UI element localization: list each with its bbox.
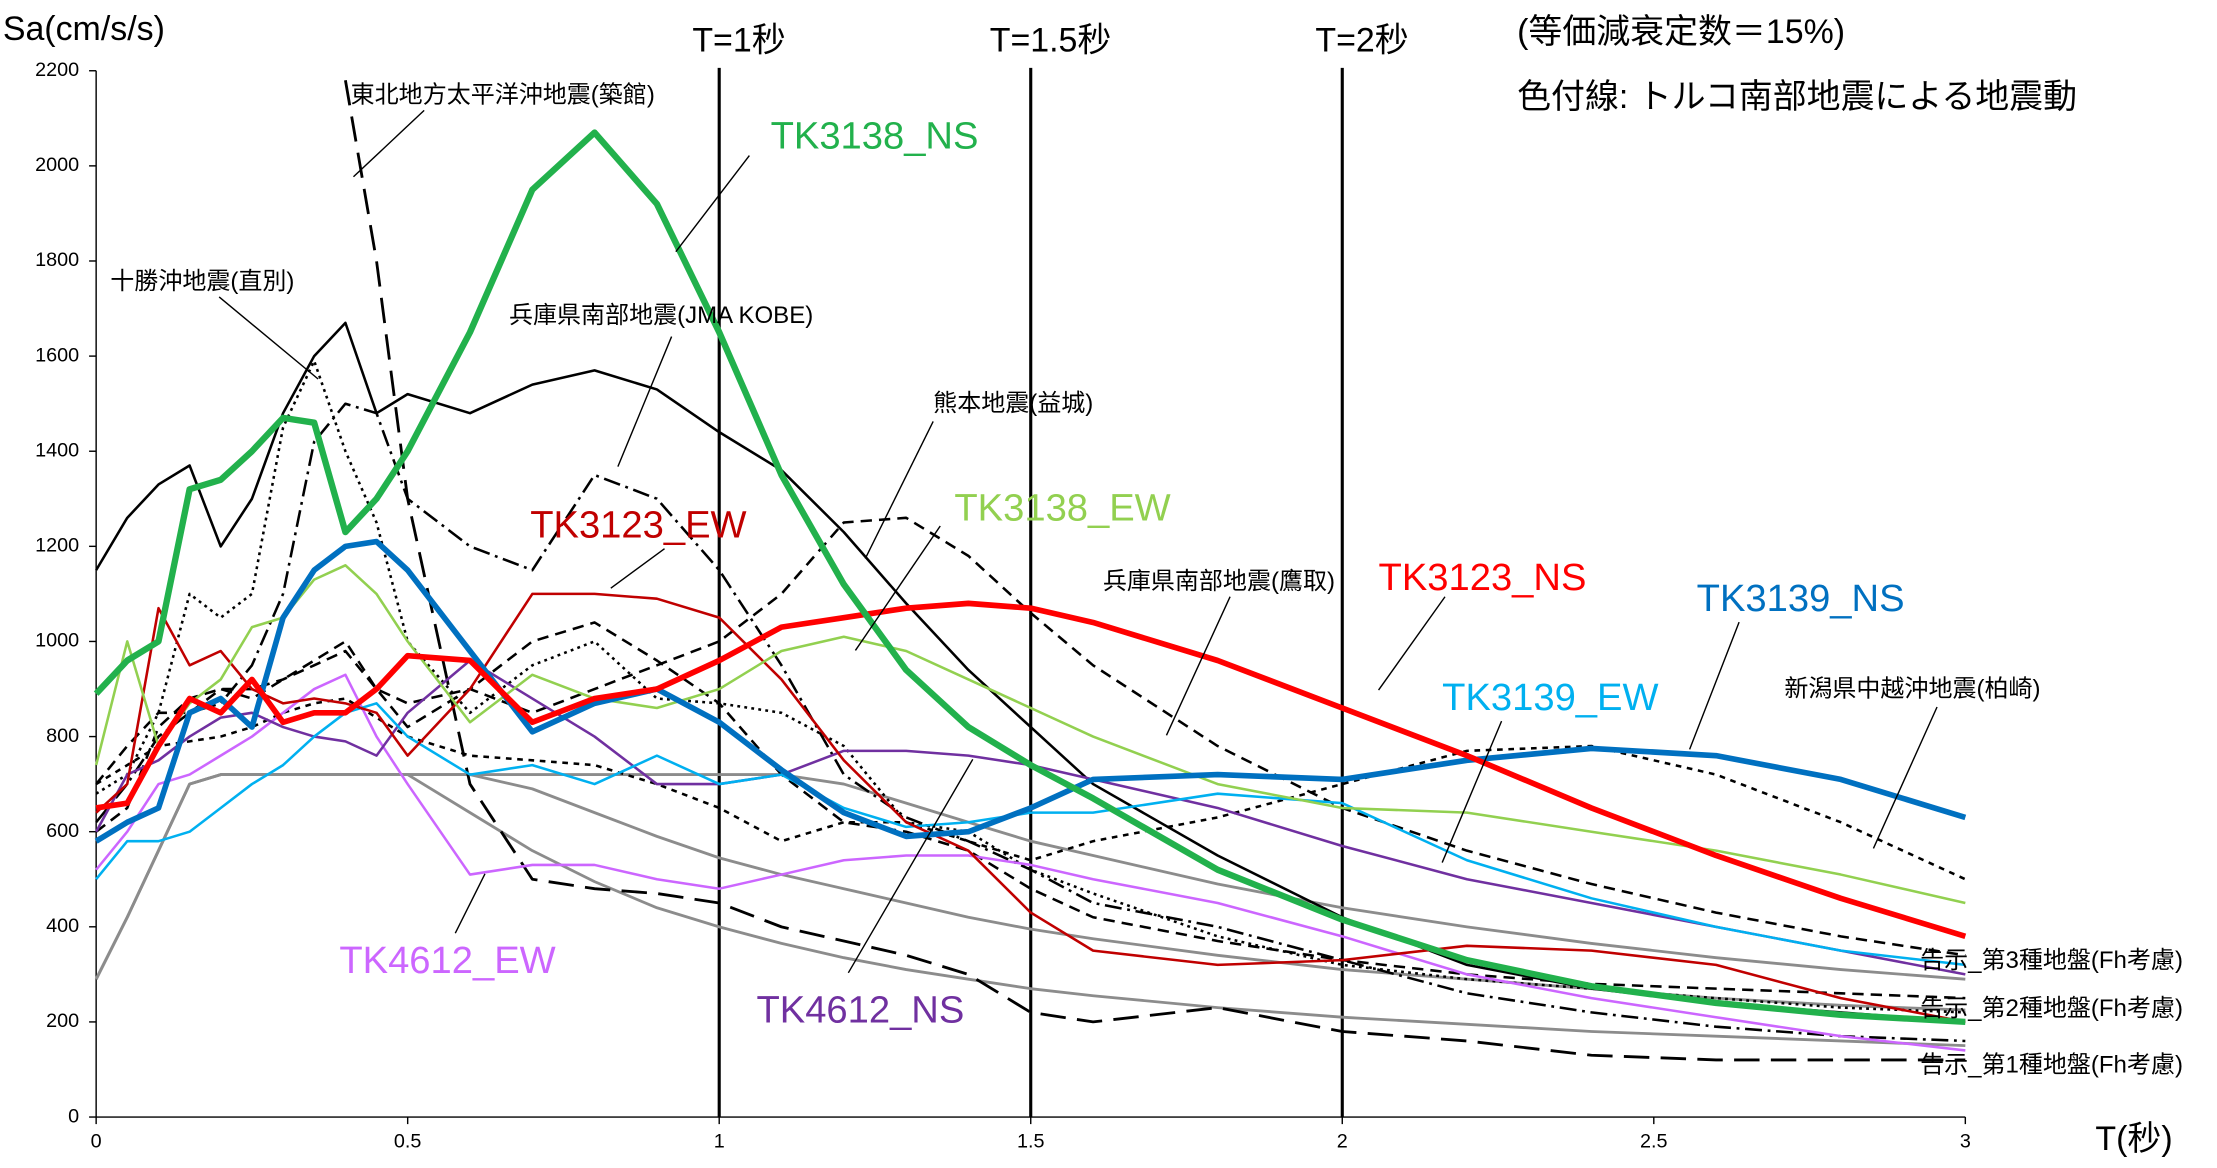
- series-label: TK4612_NS: [756, 988, 964, 1031]
- leader-line: [854, 525, 941, 651]
- y-tick-label: 200: [46, 1010, 79, 1032]
- x-tick-label: 2: [1337, 1131, 1348, 1153]
- leader-line: [1872, 706, 1938, 849]
- series-label: TK3139_EW: [1442, 676, 1658, 719]
- series-line: [95, 600, 1967, 940]
- series-label: TK3138_NS: [771, 115, 979, 158]
- period-label: T=2秒: [1315, 21, 1408, 59]
- leader-line: [352, 109, 425, 178]
- series-label: 告示_第3種地盤(Fh考慮): [1920, 947, 2183, 974]
- series-line: [95, 592, 1966, 1024]
- leader-line: [454, 873, 486, 934]
- series-label: TK3123_NS: [1379, 556, 1587, 599]
- series-label: TK3138_EW: [954, 487, 1170, 530]
- x-tick-label: 0: [91, 1131, 102, 1153]
- series-line: [94, 773, 1966, 1048]
- y-tick-label: 800: [46, 725, 79, 747]
- y-tick-label: 2200: [35, 59, 79, 81]
- x-axis-title: T(秒): [2095, 1120, 2172, 1158]
- period-label: T=1秒: [692, 21, 785, 59]
- y-tick-label: 1400: [35, 439, 79, 461]
- leader-line: [610, 548, 665, 589]
- series-line: [93, 129, 1966, 1026]
- series-line: [94, 564, 1966, 905]
- series-line: [95, 673, 1966, 1052]
- series-label: 新潟県中越沖地震(柏崎): [1784, 675, 2040, 702]
- y-tick-label: 1000: [35, 630, 79, 652]
- leader-line: [1441, 720, 1503, 863]
- series-label: TK4612_EW: [339, 939, 555, 982]
- y-tick-label: 0: [68, 1105, 79, 1127]
- y-tick-label: 600: [46, 820, 79, 842]
- x-tick-label: 1: [714, 1131, 725, 1153]
- x-tick-label: 3: [1960, 1131, 1971, 1153]
- series-line: [95, 702, 1966, 967]
- leader-line: [1688, 621, 1740, 750]
- x-tick-label: 0.5: [394, 1131, 422, 1153]
- y-tick-label: 400: [46, 915, 79, 937]
- note: 色付線: トルコ南部地震による地震動: [1517, 78, 2077, 116]
- period-label: T=1.5秒: [990, 21, 1112, 59]
- series-line: [344, 79, 1966, 1062]
- series-label: TK3123_EW: [530, 504, 746, 547]
- note: (等価減衰定数＝15%): [1517, 13, 1845, 51]
- y-axis-title: Sa(cm/s/s): [3, 10, 165, 48]
- leader-line: [1165, 596, 1231, 736]
- y-tick-label: 1600: [35, 344, 79, 366]
- y-tick-label: 2000: [35, 154, 79, 176]
- leader-line: [675, 155, 750, 253]
- leader-line: [1377, 596, 1446, 691]
- leader-line: [847, 758, 974, 974]
- x-tick-label: 2.5: [1640, 1131, 1668, 1153]
- y-tick-label: 1800: [35, 249, 79, 271]
- y-tick-label: 1200: [35, 535, 79, 557]
- series-label: 告示_第1種地盤(Fh考慮): [1920, 1051, 2183, 1078]
- leader-line: [864, 421, 934, 559]
- series-label: 東北地方太平洋沖地震(築館): [351, 82, 655, 109]
- series-label: 告示_第2種地盤(Fh考慮): [1920, 995, 2183, 1022]
- x-tick-label: 1.5: [1017, 1131, 1045, 1153]
- series-label: 十勝沖地震(直別): [110, 268, 294, 295]
- leader-line: [218, 296, 319, 380]
- series-label: 兵庫県南部地震(鷹取): [1103, 568, 1335, 595]
- series-label: 兵庫県南部地震(JMA KOBE): [509, 302, 813, 329]
- series-label: 熊本地震(益城): [933, 390, 1093, 417]
- leader-line: [617, 336, 673, 467]
- series-label: TK3139_NS: [1697, 577, 1905, 620]
